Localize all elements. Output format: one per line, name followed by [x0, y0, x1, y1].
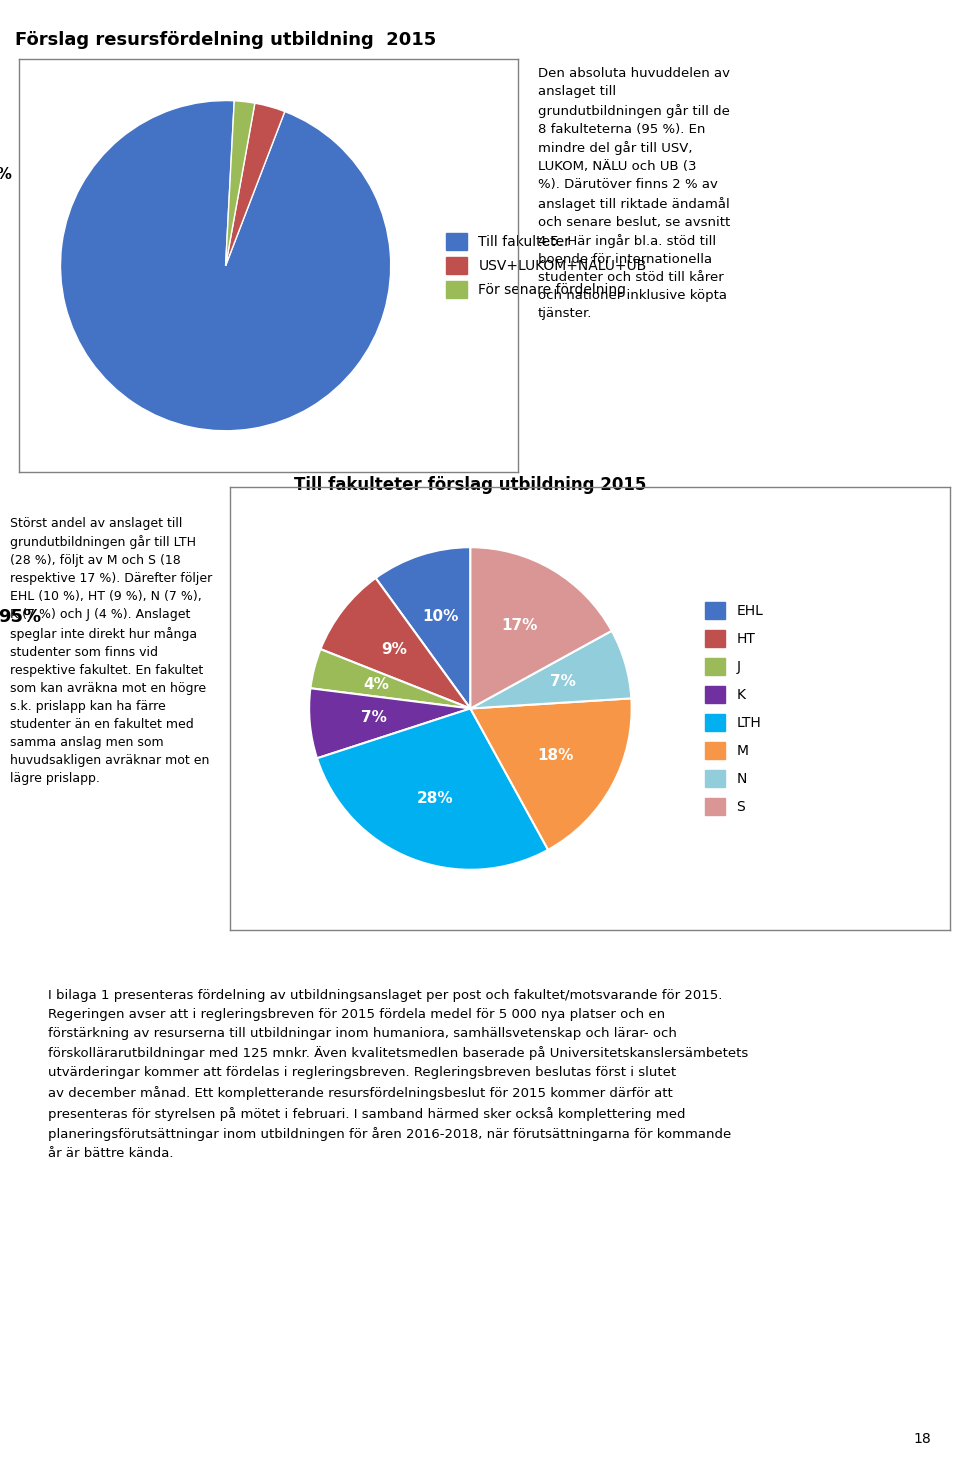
Text: 95%: 95% — [0, 608, 40, 626]
Legend: Till fakulteter, USV+LUKOM+NÄLU+UB, För senare fördelning: Till fakulteter, USV+LUKOM+NÄLU+UB, För … — [441, 227, 652, 304]
Title: Till fakulteter förslag utbildning 2015: Till fakulteter förslag utbildning 2015 — [294, 477, 647, 494]
Wedge shape — [317, 708, 548, 869]
Legend: EHL, HT, J, K, LTH, M, N, S: EHL, HT, J, K, LTH, M, N, S — [699, 596, 769, 821]
Wedge shape — [321, 579, 470, 708]
Text: 7%: 7% — [361, 710, 387, 725]
Wedge shape — [60, 100, 391, 431]
Text: Störst andel av anslaget till
grundutbildningen går till LTH
(28 %), följt av M : Störst andel av anslaget till grundutbil… — [10, 517, 212, 785]
Text: 18%: 18% — [537, 748, 573, 763]
Text: 28%: 28% — [417, 791, 453, 806]
Text: 7%: 7% — [550, 675, 576, 689]
Text: Den absoluta huvuddelen av
anslaget till
grundutbildningen går till de
8 fakulte: Den absoluta huvuddelen av anslaget till… — [538, 68, 730, 320]
Text: 10%: 10% — [422, 610, 459, 624]
Text: 17%: 17% — [501, 617, 538, 633]
Text: 4%: 4% — [364, 677, 390, 692]
Wedge shape — [226, 100, 254, 266]
Wedge shape — [375, 548, 470, 708]
Wedge shape — [470, 698, 632, 850]
Text: 9%: 9% — [381, 642, 407, 657]
Wedge shape — [470, 548, 612, 708]
Text: I bilaga 1 presenteras fördelning av utbildningsanslaget per post och fakultet/m: I bilaga 1 presenteras fördelning av utb… — [48, 989, 748, 1160]
Wedge shape — [226, 103, 285, 266]
Wedge shape — [470, 630, 632, 708]
Title: Förslag resursfördelning utbildning  2015: Förslag resursfördelning utbildning 2015 — [15, 31, 436, 49]
Text: 3%2%: 3%2% — [0, 167, 12, 183]
Wedge shape — [310, 649, 470, 708]
Text: 18: 18 — [914, 1432, 931, 1446]
Wedge shape — [309, 688, 470, 759]
